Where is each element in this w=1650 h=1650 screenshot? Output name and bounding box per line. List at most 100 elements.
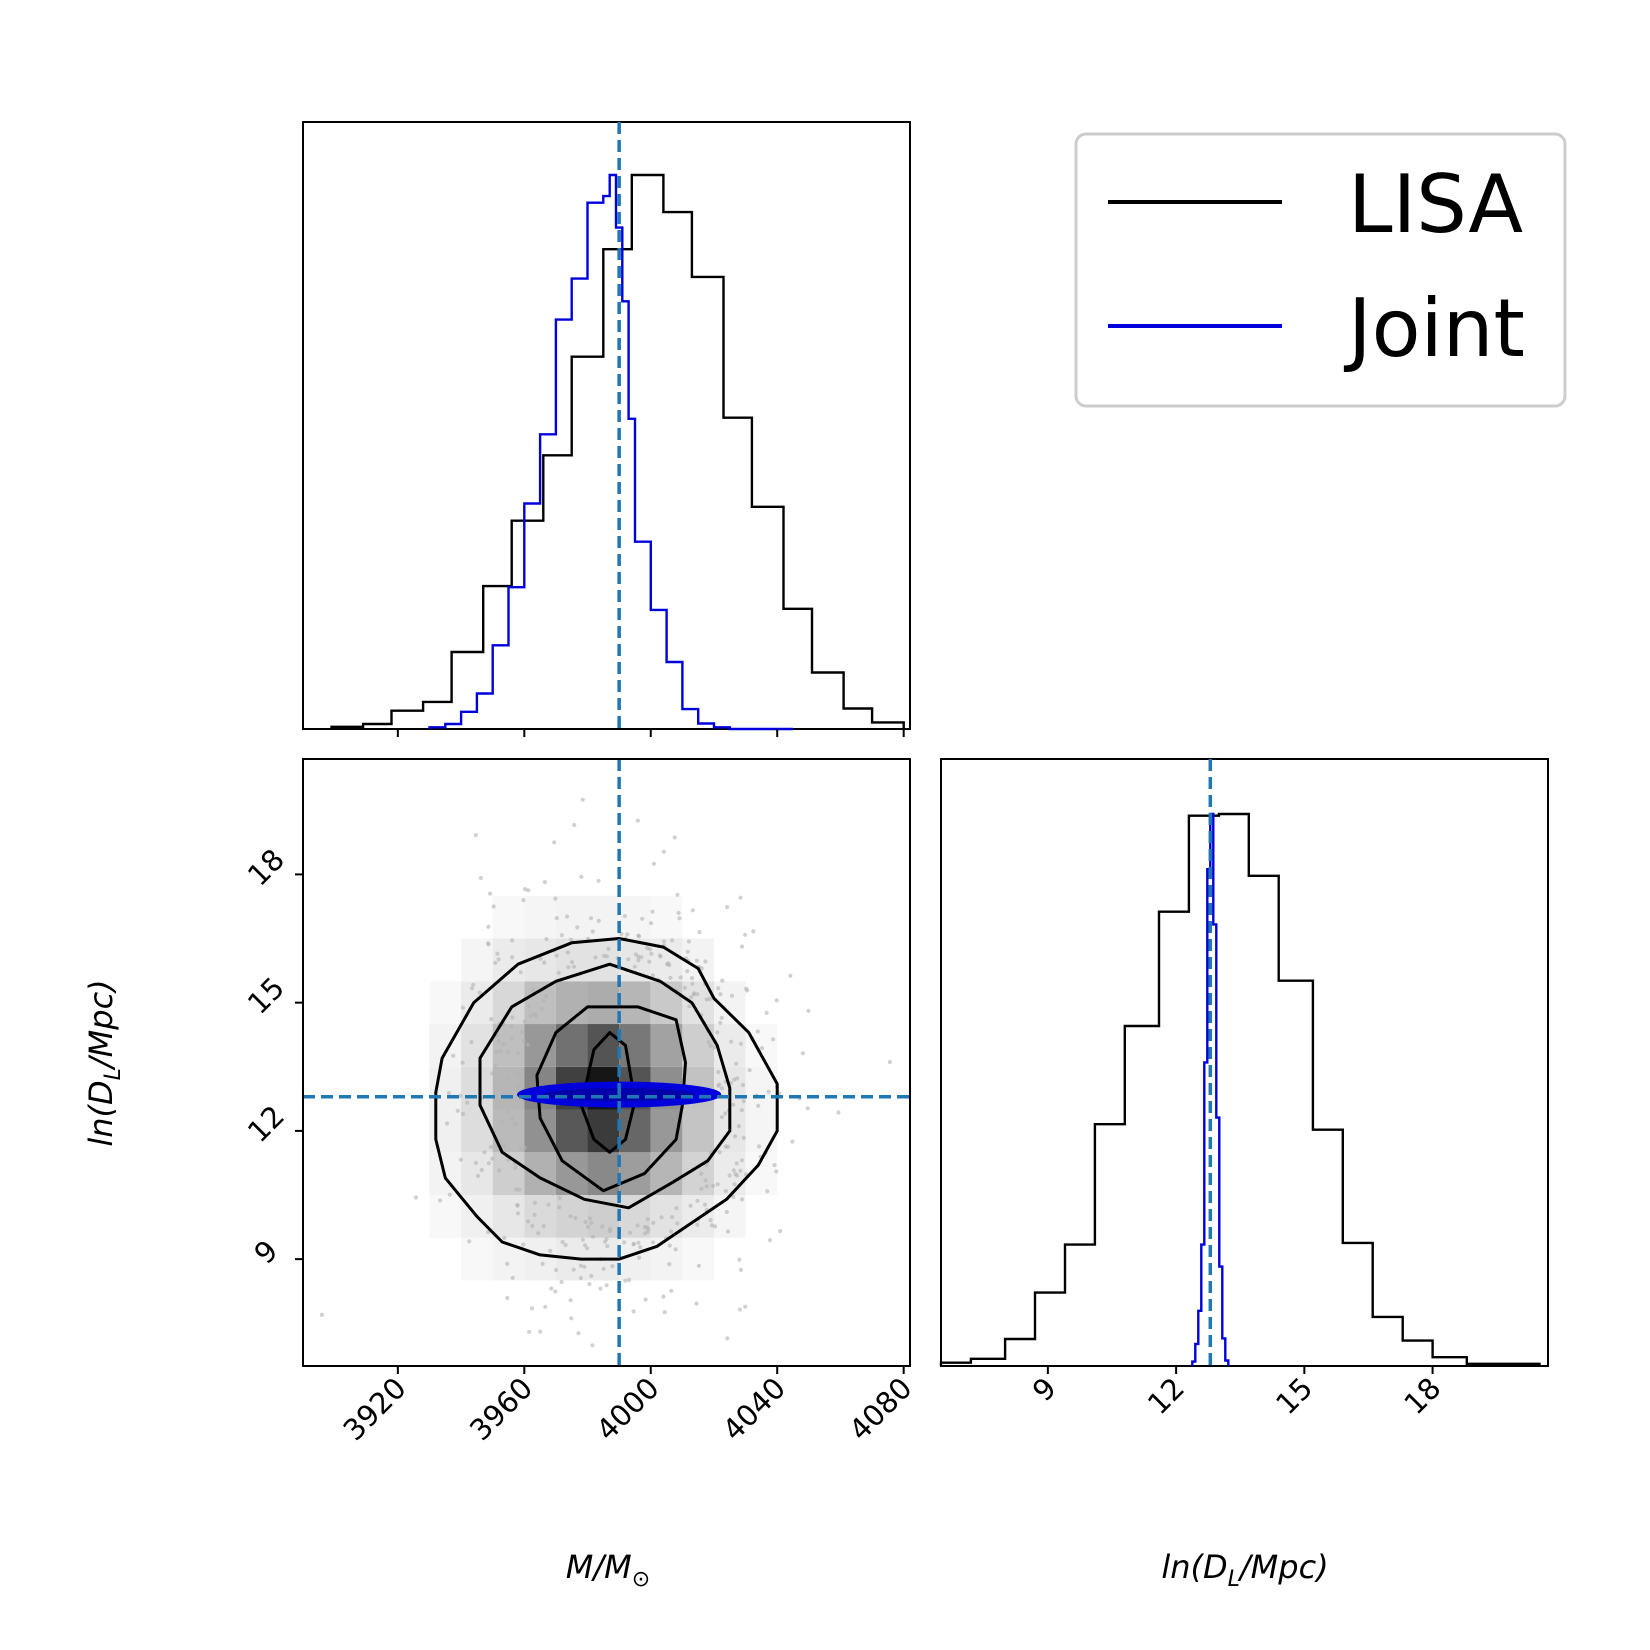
scatter-point	[475, 1173, 481, 1178]
joint-hist2d-cell	[619, 981, 651, 1025]
scatter-point	[759, 1046, 765, 1051]
scatter-point	[738, 1168, 743, 1173]
scatter-point	[697, 930, 702, 935]
scatter-point	[544, 937, 549, 942]
joint-2d-frame	[302, 758, 911, 1367]
scatter-point	[688, 1203, 693, 1208]
scatter-point	[496, 1039, 501, 1044]
scatter-point	[491, 904, 496, 909]
joint-hist2d-cell	[619, 1195, 651, 1238]
scatter-point	[739, 944, 745, 949]
scatter-point	[580, 1237, 586, 1242]
scatter-point	[516, 1051, 521, 1056]
scatter-point	[636, 958, 641, 963]
scatter-point	[521, 1038, 526, 1044]
scatter-point	[501, 1042, 506, 1047]
legend-label-lisa: LISA	[1348, 158, 1523, 251]
scatter-point	[538, 1329, 543, 1334]
scatter-point	[486, 1161, 491, 1166]
scatter-point	[703, 959, 708, 964]
scatter-point	[625, 932, 630, 937]
scatter-point	[469, 1040, 474, 1045]
scatter-point	[677, 916, 682, 921]
scatter-point	[648, 947, 653, 952]
scatter-point	[719, 1086, 725, 1091]
scatter-point	[590, 1343, 595, 1348]
scatter-point	[666, 961, 671, 966]
joint-ytick-label-18: 18	[241, 842, 291, 892]
scatter-point	[691, 991, 697, 996]
scatter-point	[546, 1188, 551, 1193]
scatter-point	[695, 1222, 700, 1227]
scatter-point	[460, 1060, 465, 1065]
joint-hist2d-cell	[619, 1109, 651, 1153]
scatter-point	[772, 1163, 777, 1168]
scatter-point	[723, 1111, 728, 1116]
lisa-contour-level-1	[434, 937, 779, 1261]
scatter-point	[506, 1049, 511, 1054]
scatter-point	[672, 835, 677, 840]
scatter-point	[658, 954, 663, 959]
scatter-point	[673, 1247, 678, 1252]
scatter-point	[751, 929, 756, 934]
scatter-point	[699, 1171, 704, 1176]
mass-marginal-frame	[302, 121, 911, 730]
scatter-point	[530, 1223, 535, 1229]
scatter-point	[739, 1108, 745, 1113]
joint-ytick-label-15: 15	[241, 971, 291, 1021]
scatter-point	[669, 1229, 674, 1234]
scatter-point	[778, 1229, 783, 1234]
scatter-point	[598, 1286, 603, 1291]
scatter-point	[516, 1072, 521, 1077]
scatter-point	[738, 1267, 744, 1272]
scatter-point	[554, 953, 559, 958]
scatter-point	[596, 878, 601, 883]
scatter-point	[518, 970, 523, 975]
scatter-point	[633, 952, 639, 957]
scatter-point	[525, 1163, 531, 1168]
scatter-point	[569, 1316, 574, 1321]
scatter-point	[623, 1278, 628, 1283]
scatter-point	[638, 1245, 643, 1250]
scatter-point	[555, 982, 560, 987]
scatter-point	[716, 986, 721, 991]
scatter-point	[509, 955, 515, 960]
scatter-point	[651, 1220, 656, 1225]
distance-xtick-label-9: 9	[1026, 1371, 1063, 1408]
scatter-point	[685, 969, 690, 974]
scatter-point	[538, 956, 543, 961]
scatter-point	[536, 1231, 541, 1236]
scatter-point	[747, 1068, 752, 1073]
joint-hist2d-cell	[587, 938, 620, 982]
joint-hist2d-cell	[492, 1195, 525, 1238]
scatter-point	[513, 1165, 518, 1170]
scatter-point	[734, 1061, 739, 1066]
scatter-point	[631, 1242, 636, 1247]
scatter-point	[590, 929, 595, 934]
scatter-point	[649, 951, 654, 957]
scatter-point	[542, 960, 547, 965]
scatter-point	[668, 975, 673, 981]
scatter-point	[602, 1239, 608, 1244]
scatter-point	[774, 1169, 779, 1174]
joint-hist2d-cell	[429, 1109, 462, 1153]
scatter-point	[601, 1458, 605, 1462]
scatter-point	[741, 1099, 746, 1104]
mass-hist-joint-series	[428, 173, 793, 731]
scatter-point	[560, 1239, 565, 1245]
joint-hist2d-cell	[745, 1109, 778, 1153]
scatter-point	[501, 1143, 507, 1148]
scatter-point	[723, 1144, 729, 1149]
scatter-point	[737, 1257, 742, 1262]
scatter-point	[455, 1108, 460, 1113]
scatter-point	[525, 1042, 530, 1047]
joint-xtick-label-3920: 3920	[337, 1371, 413, 1447]
scatter-point	[514, 1187, 519, 1192]
joint-hist2d-cell	[461, 1237, 493, 1281]
joint-hist2d-cell	[461, 1109, 493, 1153]
scatter-point	[578, 1263, 584, 1268]
scatter-point	[600, 1224, 605, 1229]
scatter-point	[675, 892, 680, 897]
joint-2d-yticks: 9 12 15 18	[241, 842, 303, 1271]
scatter-point	[696, 1263, 702, 1268]
